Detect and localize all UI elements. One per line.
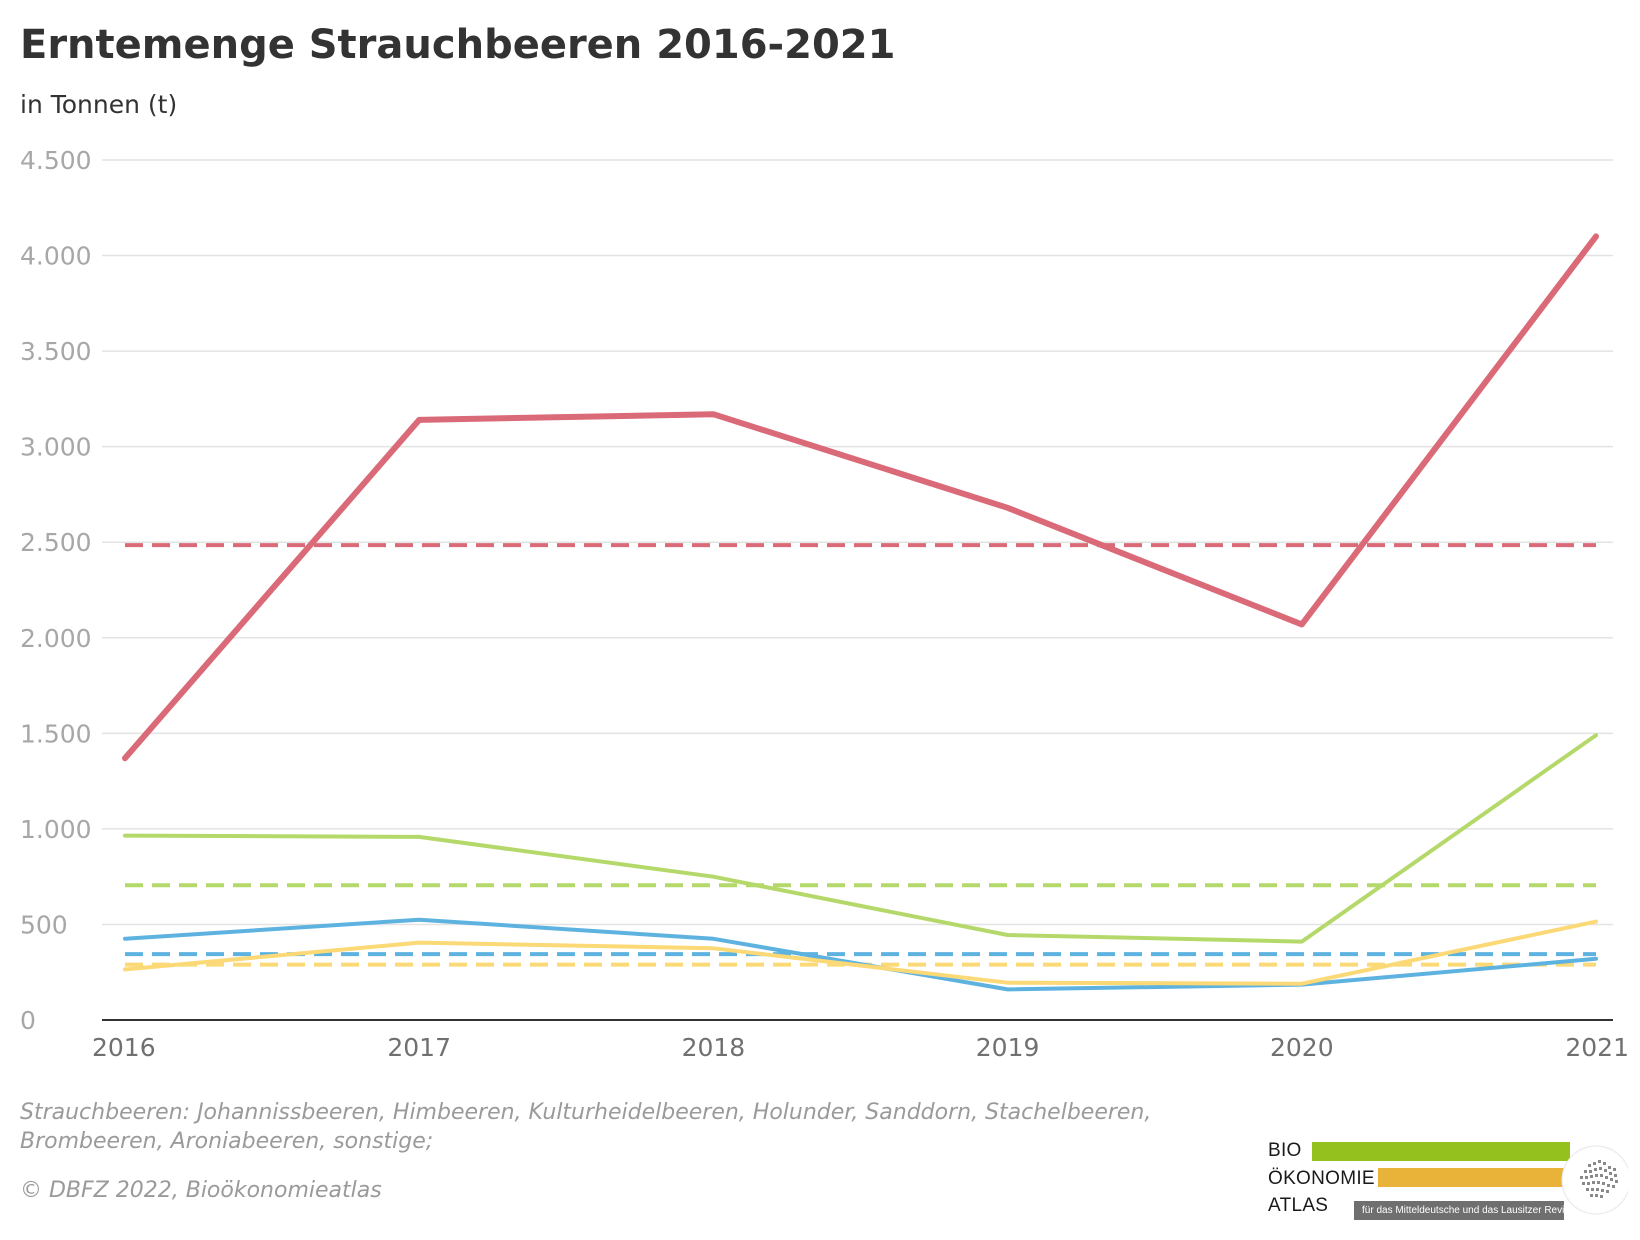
x-tick-label: 2017 [387,1033,451,1062]
y-tick-label: 1.500 [20,719,92,748]
y-tick-label: 1.000 [20,815,92,844]
y-tick-label: 4.500 [20,146,92,175]
y-tick-label: 2.500 [20,528,92,557]
footnote: Strauchbeeren: Johannissbeeren, Himbeere… [20,1100,1152,1154]
logo-tagline: für das Mitteldeutsche und das Lausitzer… [1354,1201,1573,1220]
bioeconomy-atlas-logo: BIO ÖKONOMIE ATLAS für das Mitteldeutsch… [1268,1140,1628,1220]
gridlines [102,159,1613,926]
y-tick-label: 4.000 [20,242,92,271]
logo-word-atlas: ATLAS [1268,1195,1329,1216]
logo-yellow-bar [1378,1168,1570,1187]
series-lines [122,233,1599,992]
logo-word-oekonomie: ÖKONOMIE [1268,1168,1375,1189]
series-line [122,233,1599,762]
x-axis-ticks: 2016 2017 2018 2019 2020 2021 [92,1033,1629,1062]
logo-green-bar [1312,1142,1570,1161]
x-tick-label: 2018 [682,1033,746,1062]
x-tick-label: 2020 [1270,1033,1334,1062]
logo-word-bio: BIO [1268,1140,1302,1161]
series-line [123,919,1598,986]
x-tick-label: 2019 [976,1033,1040,1062]
line-chart: 0 500 1.000 1.500 2.000 2.500 3.000 3.500 4.000 4… [20,146,1629,1062]
x-tick-label: 2021 [1565,1033,1629,1062]
region-map-emblem-icon [1561,1145,1628,1215]
chart-subtitle: in Tonnen (t) [20,90,178,119]
y-tick-label: 0 [20,1006,36,1035]
x-tick-label: 2016 [92,1033,156,1062]
copyright: © DBFZ 2022, Bioökonomieatlas [20,1178,382,1203]
y-tick-label: 3.000 [20,433,92,462]
y-axis-ticks: 0 500 1.000 1.500 2.000 2.500 3.000 3.500 4.000 4… [20,146,92,1035]
chart-title: Erntemenge Strauchbeeren 2016-2021 [20,22,896,68]
series-line [123,733,1598,944]
y-tick-label: 2.000 [20,624,92,653]
y-tick-label: 3.500 [20,337,92,366]
y-tick-label: 500 [20,910,68,939]
